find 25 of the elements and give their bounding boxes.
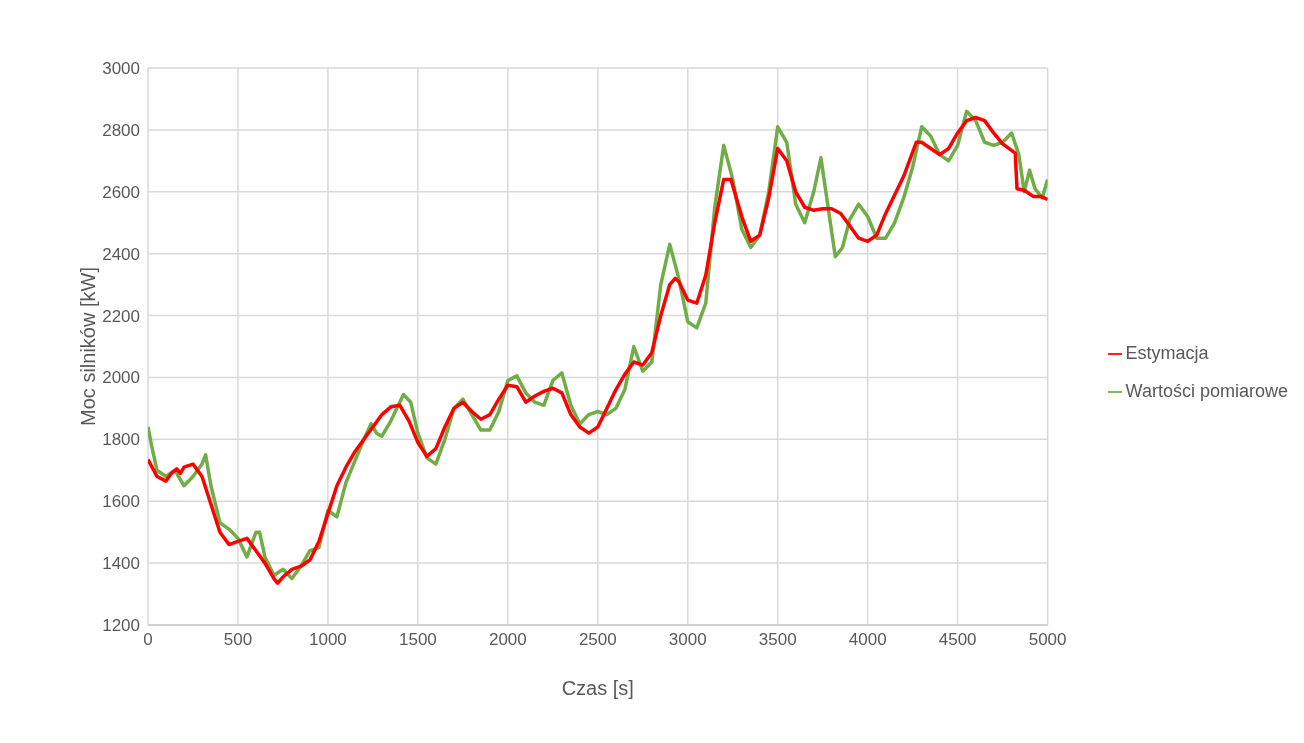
- x-tick-label: 3500: [758, 630, 797, 650]
- y-tick-label: 1600: [102, 492, 140, 512]
- x-tick-label: 2500: [578, 630, 617, 650]
- x-tick-label: 0: [143, 630, 153, 650]
- x-tick-label: 4500: [938, 630, 977, 650]
- x-tick-label: 1000: [309, 630, 347, 650]
- y-tick-label: 1400: [102, 554, 140, 574]
- x-tick-label: 1500: [398, 630, 437, 650]
- y-tick-label: 2600: [102, 182, 140, 202]
- y-tick-label: 3000: [102, 59, 140, 79]
- legend-label: Estymacja: [1125, 342, 1209, 363]
- x-tick-label: 500: [223, 630, 253, 650]
- x-tick-label: 5000: [1028, 630, 1067, 650]
- x-tick-label: 2000: [488, 630, 527, 650]
- legend-label: Wartości pomiarowe: [1125, 380, 1288, 401]
- y-tick-label: 2200: [102, 306, 140, 326]
- y-tick-label: 2400: [102, 244, 140, 264]
- x-tick-label: 4000: [848, 630, 887, 650]
- y-tick-label: 2800: [102, 120, 140, 140]
- y-tick-label: 2000: [102, 368, 140, 388]
- x-tick-label: 3000: [668, 630, 707, 650]
- y-axis-title: Moc silników [kW]: [77, 267, 100, 426]
- x-axis-title: Czas [s]: [561, 677, 634, 699]
- y-tick-label: 1200: [102, 616, 140, 636]
- y-tick-label: 1800: [102, 430, 140, 450]
